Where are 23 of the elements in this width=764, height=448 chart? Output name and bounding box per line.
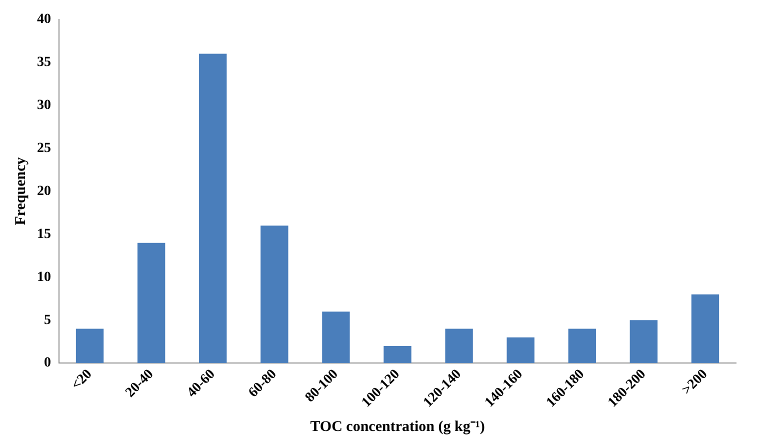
bar (568, 328, 596, 364)
bar (630, 320, 658, 364)
y-tick-label: 35 (37, 54, 51, 70)
bar (445, 328, 473, 364)
x-tick-label: <20 (69, 366, 96, 393)
y-tick-label: 5 (44, 312, 51, 328)
bar (260, 226, 288, 364)
y-tick-label: 0 (44, 356, 51, 371)
y-tick-label: 20 (37, 184, 51, 199)
bar (76, 328, 104, 364)
y-tick-label: 15 (37, 226, 51, 242)
bar (322, 312, 350, 364)
bar (506, 337, 534, 364)
y-tick-label: 40 (37, 12, 51, 28)
bar (137, 242, 166, 364)
y-tick-label: 10 (37, 270, 51, 285)
y-tick-label: 30 (37, 98, 51, 113)
bar (691, 294, 720, 364)
y-axis-title: Frequency (12, 156, 29, 226)
bar (384, 346, 412, 364)
x-axis-title: TOC concentration (g kg⁻¹) (310, 418, 485, 435)
y-tick-label: 25 (37, 140, 51, 156)
bar (199, 54, 227, 364)
